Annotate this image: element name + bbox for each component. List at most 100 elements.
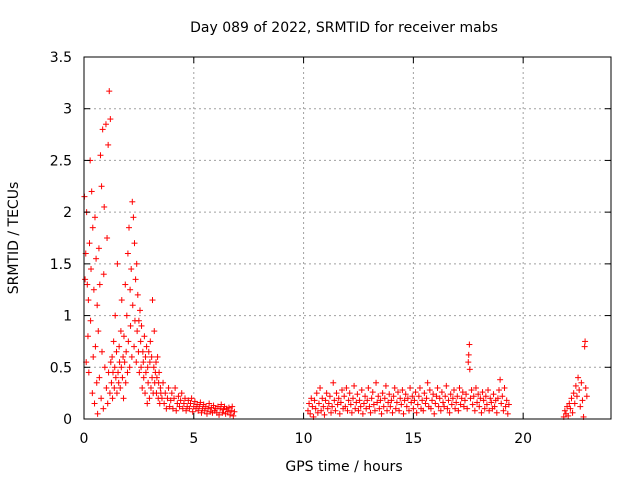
data-point — [219, 409, 226, 416]
data-point — [157, 384, 164, 391]
data-point — [578, 379, 585, 386]
y-tick-label: 1.5 — [50, 257, 72, 273]
data-point — [366, 403, 373, 410]
data-point — [467, 395, 474, 402]
data-point — [357, 403, 364, 410]
data-point — [443, 382, 450, 389]
data-point — [110, 338, 117, 345]
data-point — [363, 405, 370, 412]
data-point — [476, 403, 483, 410]
data-point — [378, 410, 385, 417]
data-point — [127, 322, 134, 329]
data-point — [173, 407, 180, 414]
data-point — [133, 260, 140, 267]
data-point — [145, 379, 152, 386]
data-point — [153, 359, 160, 366]
data-point — [313, 390, 320, 397]
data-point — [437, 407, 444, 414]
data-point — [95, 328, 102, 335]
data-point — [140, 374, 147, 381]
data-point — [168, 390, 175, 397]
data-point — [118, 364, 125, 371]
data-point — [139, 348, 146, 355]
data-point — [120, 395, 127, 402]
data-point — [126, 224, 133, 231]
data-point — [131, 240, 138, 247]
data-point — [180, 400, 187, 407]
data-point — [333, 390, 340, 397]
data-point — [120, 333, 127, 340]
data-point — [175, 393, 182, 400]
data-point — [497, 376, 504, 383]
y-tick-label: 1 — [63, 309, 72, 325]
data-point — [122, 281, 129, 288]
data-point — [176, 403, 183, 410]
data-point — [320, 403, 327, 410]
data-point — [487, 395, 494, 402]
axis-ticks: 0 5 10 15 20 0 0.5 1 1.5 2 2.5 3 3.5 — [50, 50, 611, 447]
data-point — [318, 407, 325, 414]
data-point — [424, 379, 431, 386]
data-point — [579, 397, 586, 404]
data-point — [115, 379, 122, 386]
data-point — [118, 297, 125, 304]
data-point — [227, 411, 234, 418]
data-point — [491, 403, 498, 410]
data-point — [432, 400, 439, 407]
data-point — [381, 395, 388, 402]
data-point — [117, 328, 124, 335]
data-point — [494, 395, 501, 402]
data-point — [392, 405, 399, 412]
data-point — [482, 393, 489, 400]
data-point — [151, 328, 158, 335]
data-point — [124, 369, 131, 376]
data-point — [352, 405, 359, 412]
data-point — [344, 407, 351, 414]
data-point — [158, 395, 165, 402]
data-point — [358, 387, 365, 394]
data-point — [220, 406, 227, 413]
data-point — [111, 384, 118, 391]
data-point — [126, 364, 133, 371]
data-point — [339, 387, 346, 394]
data-point — [429, 397, 436, 404]
data-point — [405, 407, 412, 414]
x-axis-title: GPS time / hours — [285, 459, 402, 475]
data-point — [328, 409, 335, 416]
data-point — [348, 409, 355, 416]
data-point — [395, 389, 402, 396]
data-point — [435, 403, 442, 410]
data-point — [166, 403, 173, 410]
data-point — [102, 121, 109, 128]
data-point — [94, 302, 101, 309]
data-point — [132, 276, 139, 283]
data-point — [368, 395, 375, 402]
data-point — [464, 405, 471, 412]
data-point — [129, 302, 136, 309]
data-point — [144, 400, 151, 407]
data-point — [82, 276, 89, 283]
data-point — [335, 395, 342, 402]
data-point — [90, 353, 97, 360]
data-point — [136, 307, 143, 314]
data-point — [564, 403, 571, 410]
data-point — [351, 382, 358, 389]
data-point — [499, 393, 506, 400]
data-point — [416, 384, 423, 391]
data-point — [142, 390, 149, 397]
data-point — [477, 395, 484, 402]
data-point — [359, 410, 366, 417]
y-tick-label: 0 — [63, 412, 72, 428]
data-point — [384, 407, 391, 414]
data-point — [124, 250, 131, 257]
x-tick-label: 5 — [189, 431, 198, 447]
data-point — [409, 393, 416, 400]
data-point — [400, 410, 407, 417]
data-point — [138, 364, 145, 371]
data-point — [404, 395, 411, 402]
data-point — [375, 393, 382, 400]
data-point — [568, 395, 575, 402]
y-tick-label: 2.5 — [50, 153, 72, 169]
data-point — [183, 407, 190, 414]
data-point — [566, 400, 573, 407]
